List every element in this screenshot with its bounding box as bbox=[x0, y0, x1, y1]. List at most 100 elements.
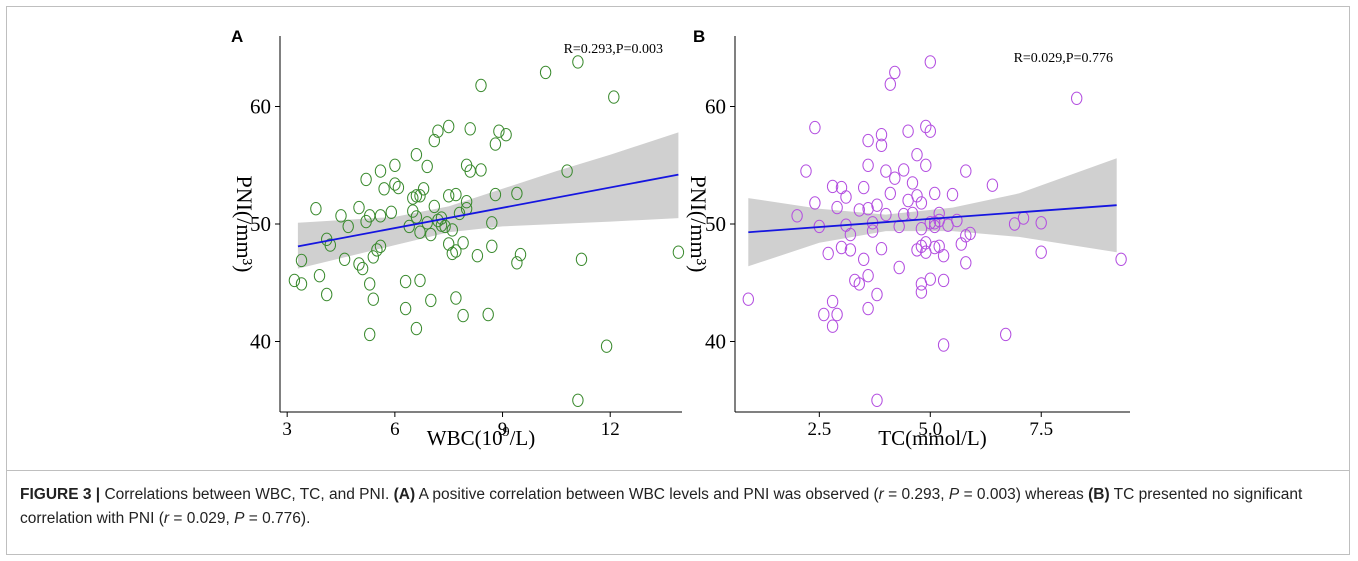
data-point bbox=[417, 182, 430, 196]
data-point bbox=[915, 222, 928, 236]
data-point bbox=[443, 237, 455, 251]
data-point bbox=[399, 274, 412, 289]
data-point bbox=[875, 242, 888, 256]
data-point bbox=[1035, 216, 1047, 230]
data-point bbox=[946, 187, 959, 202]
y-tick-label: 50 bbox=[705, 212, 726, 236]
data-point bbox=[840, 190, 852, 204]
data-point bbox=[514, 247, 527, 262]
data-point bbox=[575, 252, 588, 266]
correlation-annotation: R=0.029,P=0.776 bbox=[1014, 51, 1113, 66]
x-tick-label: 7.5 bbox=[1029, 419, 1053, 440]
data-point bbox=[826, 319, 839, 333]
data-point bbox=[453, 206, 466, 221]
y-tick-label: 60 bbox=[250, 95, 271, 119]
data-point bbox=[844, 243, 857, 257]
data-point bbox=[866, 224, 879, 238]
data-point bbox=[389, 177, 401, 191]
data-point bbox=[539, 65, 552, 80]
data-point bbox=[425, 227, 437, 242]
data-point bbox=[489, 187, 502, 202]
data-point bbox=[898, 163, 910, 177]
data-point bbox=[911, 148, 923, 162]
data-point bbox=[924, 55, 936, 69]
correlation-annotation: R=0.293,P=0.003 bbox=[564, 42, 663, 57]
data-point bbox=[1071, 91, 1083, 106]
data-point bbox=[450, 291, 462, 305]
data-point bbox=[389, 158, 401, 173]
data-point bbox=[561, 164, 573, 178]
data-point bbox=[862, 158, 874, 173]
caption-p-symbol-a: P bbox=[948, 486, 960, 503]
data-point bbox=[439, 219, 451, 234]
data-point bbox=[964, 226, 976, 241]
y-tick-label: 40 bbox=[250, 330, 271, 354]
data-point bbox=[414, 189, 426, 203]
data-point bbox=[853, 203, 865, 217]
data-point bbox=[889, 65, 901, 80]
data-point bbox=[338, 252, 351, 266]
panel-letter: B bbox=[693, 27, 705, 46]
data-point bbox=[871, 393, 883, 407]
data-point bbox=[858, 252, 870, 266]
figure-caption: FIGURE 3 | Correlations between WBC, TC,… bbox=[20, 483, 1340, 531]
y-tick-label: 50 bbox=[250, 212, 271, 236]
data-point bbox=[457, 308, 469, 323]
x-tick-label: 12 bbox=[601, 419, 620, 440]
data-point bbox=[822, 246, 834, 261]
data-point bbox=[446, 223, 458, 237]
data-point bbox=[826, 179, 839, 194]
data-point bbox=[889, 171, 901, 185]
data-point bbox=[884, 186, 896, 201]
x-axis-label: TC(mmol/L) bbox=[878, 426, 987, 450]
data-point bbox=[475, 78, 487, 93]
data-point bbox=[324, 238, 336, 252]
confidence-band bbox=[748, 158, 1117, 267]
data-point bbox=[378, 182, 390, 196]
panel-letter: A bbox=[231, 27, 243, 46]
caption-part-b: TC presented no significant correlation … bbox=[20, 486, 1303, 527]
data-point bbox=[572, 55, 584, 69]
data-point bbox=[432, 124, 444, 138]
data-point bbox=[608, 90, 620, 104]
data-point bbox=[360, 172, 372, 187]
caption-p-symbol-b: P bbox=[234, 510, 245, 527]
y-tick-label: 60 bbox=[705, 95, 726, 119]
data-point bbox=[353, 200, 365, 215]
data-point bbox=[924, 272, 936, 286]
data-point bbox=[902, 124, 914, 138]
caption-r-symbol-a: r bbox=[878, 486, 884, 503]
x-tick-label: 3 bbox=[282, 419, 292, 440]
data-point bbox=[335, 209, 347, 223]
data-point bbox=[960, 164, 972, 178]
data-point bbox=[511, 256, 523, 270]
data-point bbox=[862, 133, 874, 148]
data-point bbox=[906, 176, 919, 190]
x-axis-label-tail: /L) bbox=[510, 426, 536, 450]
data-point bbox=[1035, 245, 1047, 259]
data-point bbox=[1115, 252, 1127, 266]
data-point bbox=[600, 339, 613, 353]
data-point bbox=[364, 327, 376, 342]
data-point bbox=[450, 187, 462, 202]
caption-divider bbox=[6, 470, 1350, 471]
data-point bbox=[321, 287, 333, 302]
data-point bbox=[482, 307, 494, 322]
data-point bbox=[844, 227, 857, 242]
data-point bbox=[500, 128, 512, 142]
confidence-band bbox=[297, 132, 679, 269]
data-point bbox=[443, 119, 455, 134]
data-point bbox=[853, 277, 865, 291]
data-point bbox=[937, 273, 950, 288]
data-point bbox=[493, 124, 505, 138]
data-point bbox=[414, 225, 426, 239]
data-point bbox=[410, 321, 423, 336]
data-point bbox=[410, 189, 423, 203]
y-tick-label: 40 bbox=[705, 330, 726, 354]
caption-ref-b: (B) bbox=[1088, 486, 1110, 503]
data-point bbox=[937, 249, 950, 263]
data-point bbox=[893, 260, 905, 275]
data-point bbox=[862, 202, 874, 216]
data-point bbox=[915, 285, 928, 299]
data-point bbox=[920, 119, 932, 134]
